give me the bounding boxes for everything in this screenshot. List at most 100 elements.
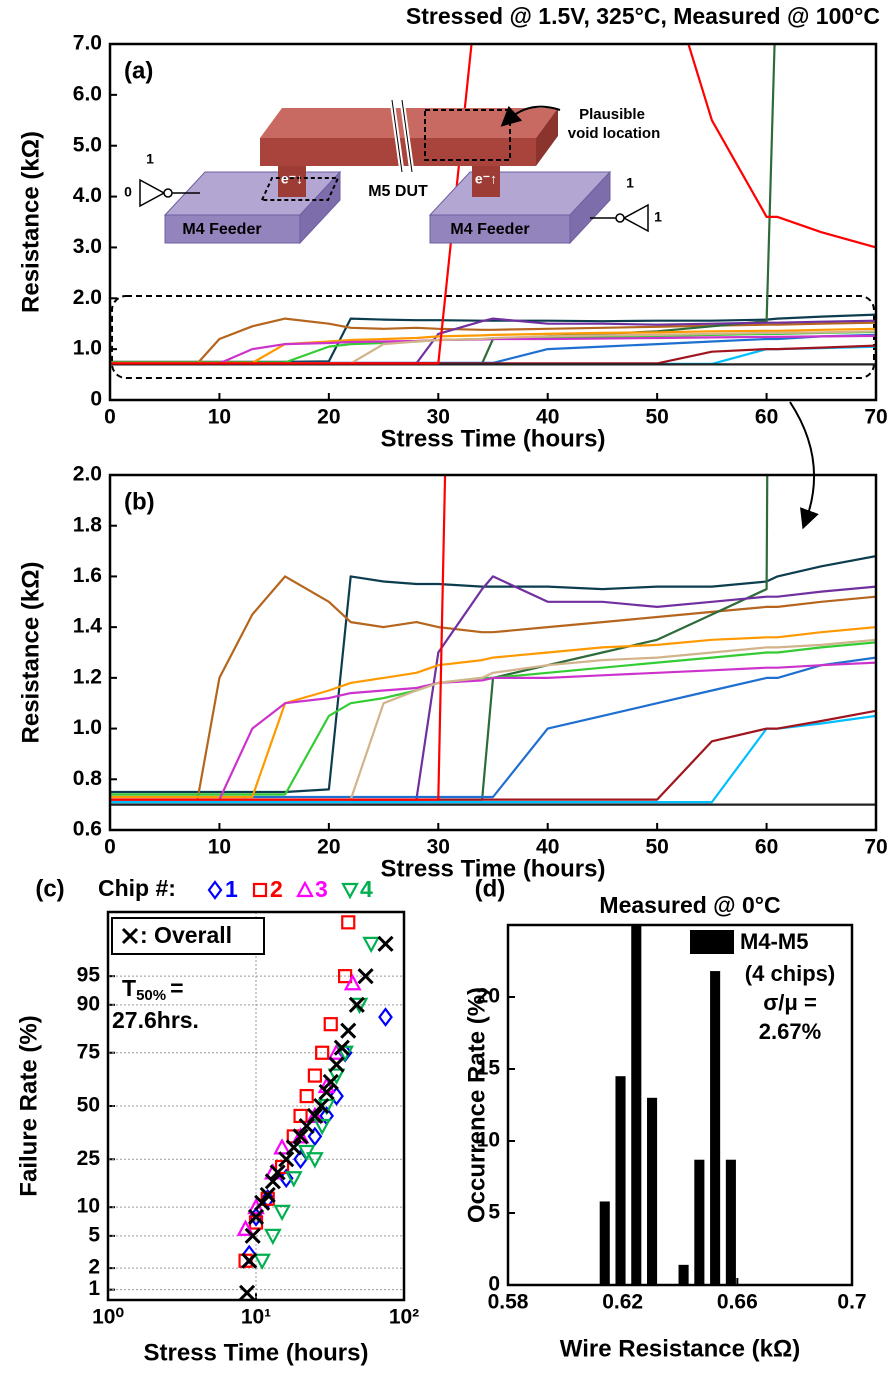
x-tick-label: 20: [317, 406, 340, 429]
point: [362, 936, 381, 954]
x-axis-label: Stress Time (hours): [381, 425, 606, 452]
x-tick-label: 10¹: [241, 1306, 271, 1329]
point: [357, 968, 374, 985]
series-line: [110, 555, 876, 794]
point: [274, 1159, 290, 1175]
y-tick-label: 2.0: [73, 463, 102, 486]
legend-label: 1: [225, 876, 238, 902]
point: [241, 1252, 258, 1269]
x-tick-label: 0.58: [488, 1291, 529, 1314]
point: [338, 969, 353, 984]
point: [284, 1171, 303, 1188]
annotation-part: 50%: [136, 987, 166, 1004]
inset-schematic: Plausible void location M5 DUT M4 Feeder…: [124, 99, 662, 245]
annotation: T50% =: [122, 975, 184, 1004]
panel-label: (b): [124, 488, 155, 515]
zoom-arrow: [789, 401, 819, 530]
x-tick-label: 0.66: [717, 1291, 758, 1314]
point: [340, 1022, 357, 1039]
inset-label: 0: [124, 184, 132, 200]
x-tick-label: 20: [317, 836, 340, 859]
series-line: [110, 475, 447, 801]
bar: [710, 971, 721, 1285]
point: [313, 1097, 330, 1115]
inset-label: e⁻↓: [281, 171, 303, 187]
inset-label: void location: [568, 125, 661, 142]
point: [273, 1204, 291, 1222]
x-tick-label: 0.62: [602, 1291, 643, 1314]
point: [278, 1151, 295, 1168]
y-tick-label: 0.8: [73, 767, 103, 790]
point: [238, 1284, 256, 1301]
legend-label: M4-M5: [740, 929, 808, 954]
panel-label: (c): [35, 875, 64, 902]
y-tick-label: 5.0: [73, 133, 102, 156]
legend-label: 4: [360, 876, 373, 902]
y-tick-label: 25: [77, 1147, 101, 1170]
point: [285, 1139, 302, 1156]
plot-frame: [108, 473, 878, 832]
point: [306, 1107, 323, 1124]
x-tick-label: 40: [536, 406, 559, 429]
point: [259, 1186, 276, 1203]
y-axis-label: Occurrence Rate (%): [463, 987, 490, 1223]
inset-label: M4 Feeder: [182, 221, 261, 238]
x-tick-label: 0.7: [837, 1291, 866, 1314]
y-axis-label: Resistance (kΩ): [17, 131, 44, 313]
point: [247, 1208, 265, 1225]
y-tick-label: 4.0: [73, 184, 102, 207]
bar: [647, 1097, 658, 1285]
x-tick-label: 10²: [389, 1306, 419, 1329]
legend-box: [111, 917, 265, 955]
point: [329, 1086, 344, 1106]
x-tick-label: 40: [536, 836, 559, 859]
point: [323, 1017, 338, 1032]
legend-label: : Overall: [140, 922, 232, 948]
point: [322, 1073, 339, 1090]
y-tick-label: 0: [90, 388, 102, 411]
point: [307, 1126, 323, 1147]
point: [236, 1219, 255, 1236]
point: [253, 1253, 271, 1271]
bar: [725, 1159, 736, 1285]
x-tick-label: 10⁰: [92, 1306, 124, 1329]
legend-marker: [690, 930, 734, 954]
bar: [694, 1159, 705, 1285]
y-tick-label: 1.2: [73, 665, 102, 688]
bar: [631, 925, 642, 1285]
point: [238, 1253, 253, 1268]
y-tick-label: 0.6: [73, 818, 102, 841]
point: [318, 1084, 335, 1101]
y-tick-label: 1.6: [73, 564, 102, 587]
series-line: [110, 626, 876, 799]
legend-marker: [252, 882, 268, 898]
panel-label: (d): [475, 875, 506, 902]
y-tick-label: 75: [77, 1040, 101, 1063]
point: [264, 1173, 281, 1190]
y-tick-label: 1.4: [73, 615, 103, 638]
inset-label: Plausible: [579, 106, 645, 123]
y-tick-label: 1.0: [73, 716, 102, 739]
inset-label: e⁻↑: [475, 171, 497, 187]
series-line: [110, 327, 876, 364]
x-tick-label: 50: [645, 406, 668, 429]
y-tick-label: 2.0: [73, 286, 102, 309]
bar: [599, 1201, 610, 1285]
legend-label: 3: [315, 876, 328, 902]
point: [313, 1118, 332, 1136]
x-tick-label: 60: [755, 836, 778, 859]
y-tick-label: 20: [477, 985, 500, 1008]
y-tick-label: 10: [77, 1195, 100, 1218]
annotation-part: =: [170, 975, 183, 1001]
point: [264, 1228, 282, 1246]
point: [292, 1128, 309, 1145]
point: [341, 915, 356, 930]
annotation: σ/μ =: [763, 990, 817, 1015]
point: [307, 1068, 322, 1083]
y-axis-label: Failure Rate (%): [15, 1015, 42, 1196]
bar: [615, 1076, 626, 1285]
annotation: 2.67%: [759, 1019, 821, 1044]
annotation-part: T: [122, 975, 136, 1001]
plot-frame: [108, 42, 878, 402]
